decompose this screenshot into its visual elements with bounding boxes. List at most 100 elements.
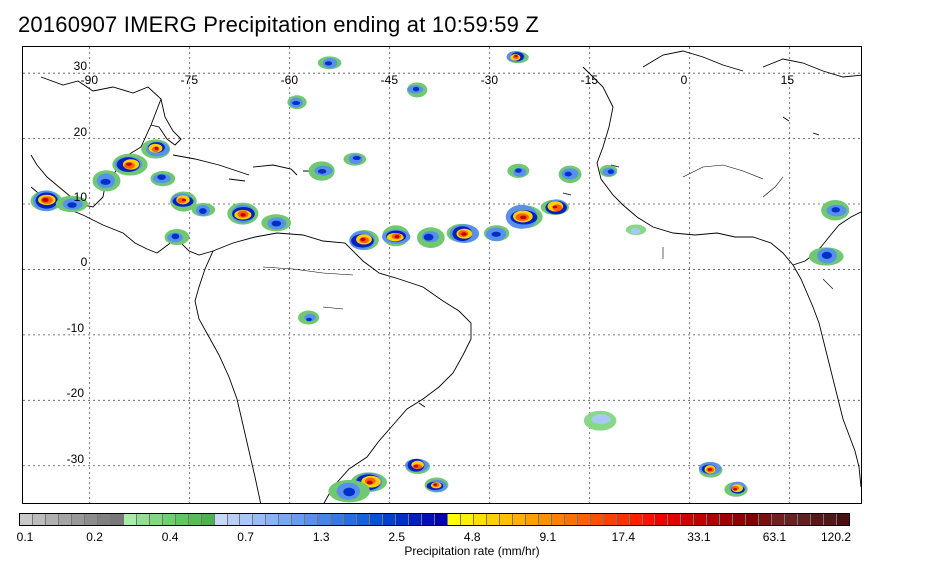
- colorbar-tick-label: 1.3: [312, 530, 330, 544]
- colorbar-swatch: [655, 514, 669, 525]
- colorbar-swatch: [84, 514, 98, 525]
- colorbar-swatch: [460, 514, 474, 525]
- colorbar-swatch: [123, 514, 137, 525]
- coastlines: [30, 50, 861, 503]
- colorbar-swatch: [473, 514, 487, 525]
- colorbar-swatch: [45, 514, 59, 525]
- longitude-label: -45: [380, 73, 398, 88]
- precipitation-intensity-blob: [306, 317, 312, 322]
- colorbar-swatch: [110, 514, 124, 525]
- colorbar-swatch: [396, 514, 410, 525]
- colorbar-swatch: [279, 514, 293, 525]
- precipitation-cell: [55, 195, 88, 213]
- longitude-label: -90: [80, 73, 98, 88]
- precipitation-intensity-blob: [461, 232, 467, 236]
- precipitation-intensity-blob: [240, 213, 246, 217]
- precipitation-cell: [583, 410, 617, 431]
- precipitation-cell: [150, 171, 176, 187]
- precipitation-cells: [30, 51, 850, 503]
- colorbar-tick-label: 4.8: [463, 530, 481, 544]
- precipitation-cell: [308, 161, 335, 181]
- longitude-label: -75: [180, 73, 198, 88]
- colorbar-swatch: [305, 514, 319, 525]
- colorbar-swatch: [136, 514, 150, 525]
- colorbar-swatch: [681, 514, 695, 525]
- colorbar-swatch: [616, 514, 630, 525]
- map-title: 20160907 IMERG Precipitation ending at 1…: [18, 12, 540, 37]
- precipitation-cell: [416, 227, 445, 248]
- precipitation-cell: [506, 51, 529, 64]
- precipitation-cell: [349, 229, 379, 251]
- precipitation-cell: [625, 224, 647, 236]
- colorbar-swatch: [603, 514, 617, 525]
- colorbar-swatch: [733, 514, 747, 525]
- precipitation-intensity-blob: [181, 198, 187, 202]
- colorbar-swatch: [97, 514, 111, 525]
- longitude-label: 15: [780, 73, 795, 88]
- precipitation-intensity-blob: [630, 228, 641, 235]
- precipitation-intensity-blob: [821, 251, 832, 259]
- colorbar-swatch: [71, 514, 85, 525]
- latitude-label: 20: [73, 124, 88, 139]
- latitude-label: -20: [66, 386, 84, 401]
- precipitation-cell: [483, 225, 510, 242]
- precipitation-intensity-blob: [514, 54, 518, 58]
- precipitation-cell: [381, 225, 411, 247]
- precipitation-intensity-blob: [42, 197, 49, 202]
- latitude-label: -10: [66, 320, 84, 335]
- precipitation-cell: [558, 165, 582, 184]
- colorbar-swatch: [175, 514, 189, 525]
- colorbar-swatch: [20, 514, 33, 525]
- latitude-label: -30: [66, 451, 84, 466]
- colorbar-swatch: [720, 514, 734, 525]
- precipitation-intensity-blob: [126, 162, 132, 166]
- latitude-label: 10: [73, 190, 88, 205]
- colorbar-swatch: [811, 514, 825, 525]
- longitude-label: -15: [580, 73, 598, 88]
- precipitation-intensity-blob: [352, 155, 361, 161]
- colorbar-swatch: [642, 514, 656, 525]
- precipitation-intensity-blob: [198, 208, 207, 214]
- precipitation-cell: [698, 461, 723, 478]
- colorbar-tick-label: 33.1: [687, 530, 711, 544]
- precipitation-intensity-blob: [324, 61, 333, 66]
- precipitation-cell: [808, 247, 844, 266]
- precipitation-intensity-blob: [100, 178, 111, 185]
- precipitation-cell: [261, 214, 292, 232]
- precipitation-cell: [404, 458, 430, 475]
- graticule: [23, 47, 861, 503]
- precipitation-intensity-blob: [607, 169, 615, 174]
- colorbar-swatch: [409, 514, 423, 525]
- precipitation-intensity-blob: [831, 207, 840, 213]
- colorbar-swatch: [357, 514, 371, 525]
- colorbar-tick-label: 0.1: [16, 530, 34, 544]
- precipitation-cell: [505, 204, 543, 229]
- colorbar-swatch: [798, 514, 812, 525]
- precipitation-intensity-blob: [343, 487, 356, 497]
- precipitation-cell: [298, 310, 320, 325]
- precipitation-cell: [30, 190, 63, 212]
- precipitation-intensity-blob: [394, 235, 400, 239]
- colorbar-tick-label: 9.1: [539, 530, 557, 544]
- colorbar-swatch: [149, 514, 163, 525]
- precipitation-cell: [343, 152, 367, 166]
- precipitation-cell: [424, 477, 449, 493]
- longitude-label: 0: [680, 73, 688, 88]
- precipitation-intensity-blob: [733, 488, 738, 491]
- colorbar-swatch: [214, 514, 228, 525]
- colorbar-swatch: [551, 514, 565, 525]
- colorbar-swatch: [629, 514, 643, 525]
- precipitation-cell: [141, 139, 171, 159]
- precipitation-intensity-blob: [423, 233, 434, 241]
- colorbar-swatch: [370, 514, 384, 525]
- colorbar-swatch: [201, 514, 215, 525]
- colorbar-swatch: [707, 514, 721, 525]
- colorbar-swatch: [435, 514, 448, 525]
- colorbar-swatch: [785, 514, 799, 525]
- map-canvas: [23, 47, 861, 503]
- colorbar-swatch: [512, 514, 526, 525]
- precipitation-intensity-blob: [564, 171, 572, 177]
- colorbar-tick-label: 0.4: [161, 530, 179, 544]
- precipitation-cell: [540, 199, 569, 215]
- precipitation-intensity-blob: [413, 464, 419, 468]
